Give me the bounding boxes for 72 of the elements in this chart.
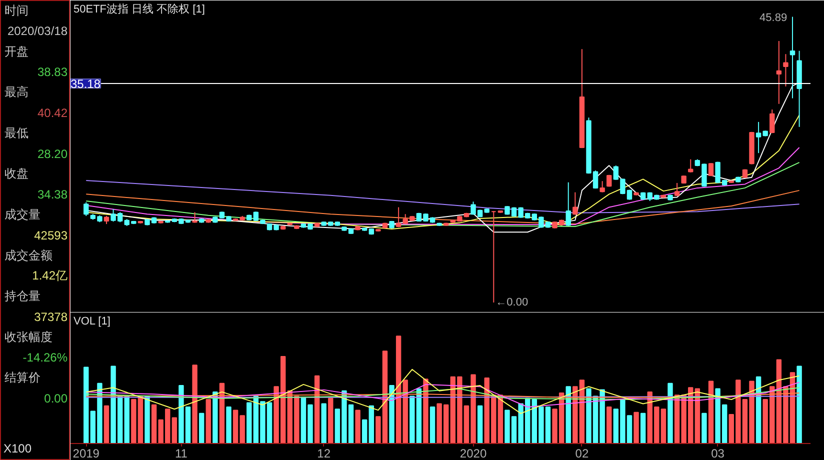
x-tick-label: 2019: [72, 446, 100, 460]
candlestick: [192, 212, 198, 224]
text: 1.42亿: [32, 268, 68, 283]
text: -14.26%: [22, 350, 68, 364]
bar: [477, 405, 483, 444]
candlestick: [783, 54, 788, 87]
text: 最低: [4, 126, 28, 140]
bar: [606, 406, 612, 444]
text: 40.42: [37, 106, 68, 120]
bar: [172, 417, 178, 444]
x-tick-label: 03: [711, 446, 725, 460]
candlestick: [674, 182, 680, 197]
bar: [212, 391, 218, 444]
text: 37378: [34, 310, 68, 324]
text: X100: [4, 442, 32, 456]
text: 结算价: [4, 370, 40, 385]
text: 2020/03/18: [7, 24, 68, 38]
candlestick: [84, 202, 89, 216]
bar: [702, 412, 707, 444]
bar: [192, 364, 198, 444]
chart-title: 50ETF波指 日线 不除权 [1]: [74, 2, 205, 16]
text: 时间: [4, 4, 28, 18]
bar: [104, 405, 110, 444]
x-tick-label: 12: [317, 446, 331, 460]
candlestick: [770, 108, 775, 134]
bar: [410, 396, 415, 444]
text: 38.83: [37, 65, 68, 80]
bar: [708, 380, 714, 444]
bar: [246, 402, 252, 444]
bar: [226, 406, 232, 444]
ref-line-label: 35.18: [70, 76, 101, 91]
bar: [124, 396, 130, 444]
text: 42593: [34, 228, 68, 242]
text: 收张幅度: [4, 330, 52, 344]
bar: [796, 366, 802, 444]
x-tick-label: 02: [575, 446, 589, 460]
annotation: 45.89: [760, 12, 788, 24]
bar: [328, 398, 334, 444]
candlestick: [776, 40, 782, 104]
bar: [416, 388, 422, 444]
candlestick: [708, 162, 714, 177]
candlestick: [688, 158, 694, 173]
candlestick: [790, 16, 796, 99]
candlestick: [572, 192, 578, 216]
text: 0.00: [44, 392, 68, 406]
bar: [640, 412, 646, 444]
candlestick: [600, 180, 605, 193]
text: 28.20: [37, 146, 68, 161]
text: 收盘: [4, 166, 28, 181]
text: 成交金额: [4, 248, 52, 262]
bar: [144, 396, 150, 444]
text: 34.38: [37, 188, 68, 202]
bar: [355, 410, 360, 444]
annotation: ←0.00: [496, 296, 528, 308]
x-tick-label: 11: [174, 446, 188, 460]
candlestick: [566, 182, 571, 226]
x-tick-label: 2020: [460, 446, 487, 460]
chart-title: VOL [1]: [74, 316, 110, 328]
text: 最高: [4, 85, 28, 100]
text: 成交量: [4, 208, 40, 222]
text: 持仓量: [4, 289, 40, 304]
bar: [368, 405, 374, 444]
bar: [206, 398, 211, 444]
bar: [362, 419, 368, 444]
text: 开盘: [4, 44, 28, 58]
bar: [668, 382, 673, 444]
bar: [84, 366, 89, 444]
bar: [321, 403, 326, 444]
bar: [634, 412, 639, 444]
bar: [430, 406, 436, 444]
bar: [389, 385, 394, 444]
bar: [198, 412, 204, 444]
